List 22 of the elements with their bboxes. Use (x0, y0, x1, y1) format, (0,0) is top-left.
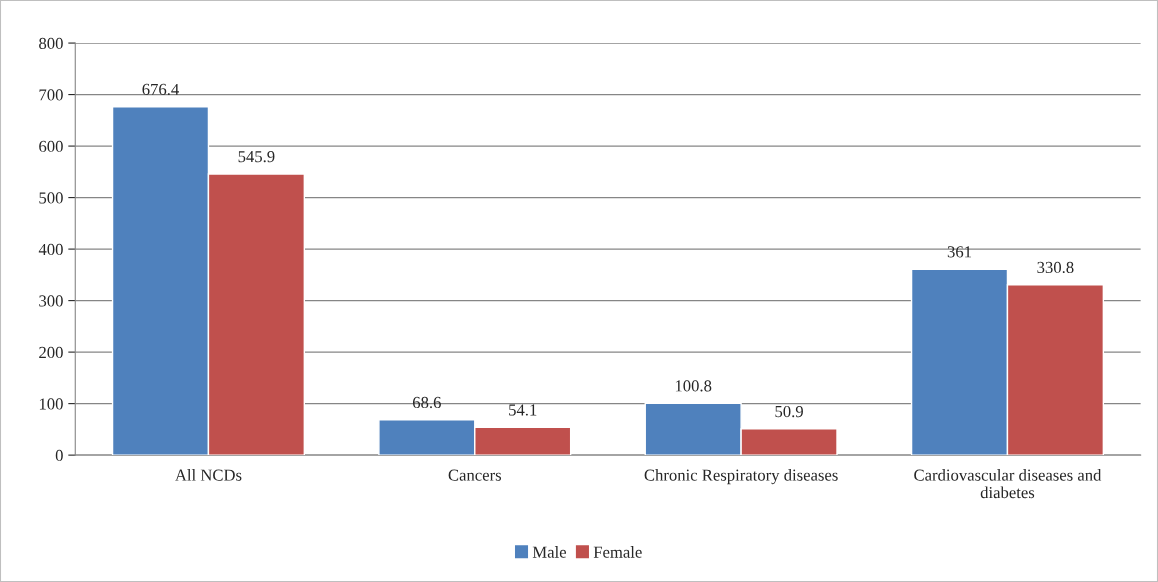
y-tick-label: 500 (39, 192, 63, 204)
data-label: 361 (947, 246, 972, 258)
legend-label: Female (593, 546, 642, 558)
y-tick-label: 800 (39, 37, 63, 50)
x-tick-label: Cardiovascular diseases and diabetes (914, 469, 1102, 499)
y-tick-label: 400 (38, 243, 63, 256)
data-label: 50.9 (775, 405, 803, 418)
x-tick-label: Cancers (448, 469, 502, 481)
y-tick-label: 100 (39, 398, 63, 410)
legend-label: Male (532, 546, 567, 558)
data-label: 330.8 (1037, 261, 1074, 274)
x-tick-label: All NCDs (175, 469, 242, 481)
x-tick-label: Chronic Respiratory diseases (644, 469, 838, 485)
data-label: 100.8 (675, 380, 712, 392)
y-tick-label: 200 (39, 346, 63, 359)
data-label: 676.4 (142, 83, 179, 96)
data-label: 54.1 (509, 404, 537, 416)
y-tick-label: 0 (55, 449, 63, 462)
y-tick-label: 600 (39, 140, 63, 153)
data-label: 545.9 (238, 151, 275, 163)
y-tick-label: 700 (39, 89, 63, 101)
y-tick-label: 300 (39, 295, 63, 307)
